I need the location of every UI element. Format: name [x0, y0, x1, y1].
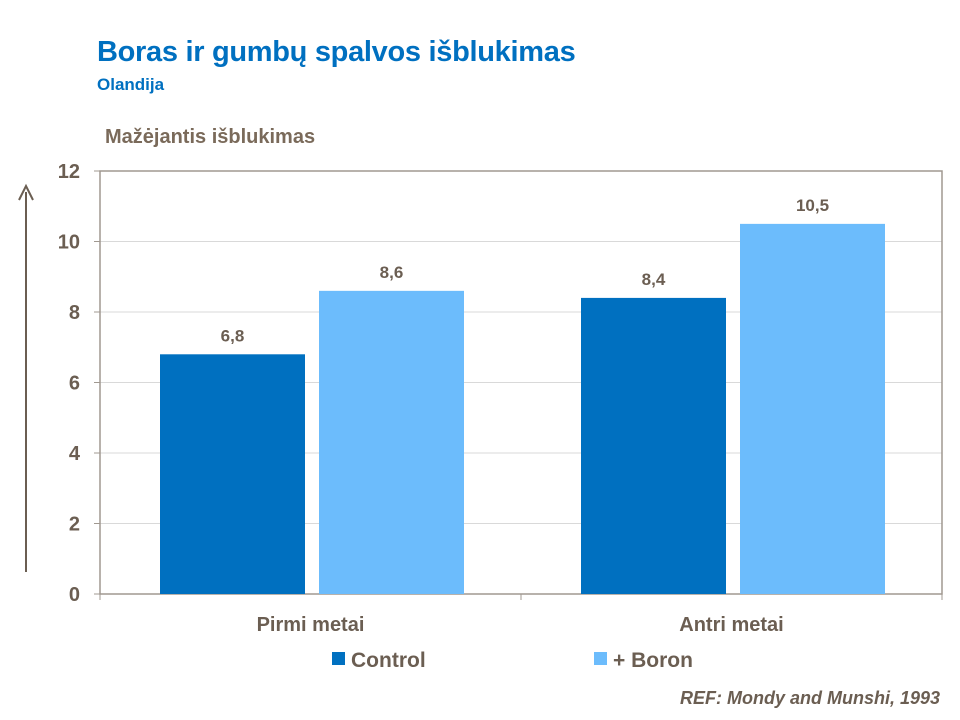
y-tick-label: 6: [69, 373, 80, 395]
legend-label: Control: [351, 649, 426, 672]
data-label: 8,6: [380, 263, 404, 282]
data-label: 6,8: [221, 326, 245, 345]
up-arrow-icon: [18, 183, 34, 201]
legend-swatch: [594, 652, 607, 665]
y-tick-label: 4: [69, 443, 81, 465]
bar: [740, 223, 885, 594]
bar: [581, 297, 726, 594]
x-tick-label: Antri metai: [679, 614, 783, 636]
bar: [319, 290, 464, 594]
bar: [160, 354, 305, 594]
data-label: 10,5: [796, 196, 829, 215]
chart-title: Boras ir gumbų spalvos išblukimas: [97, 36, 576, 68]
x-tick-label: Pirmi metai: [257, 614, 365, 636]
y-tick-label: 10: [58, 232, 80, 254]
y-tick-label: 12: [58, 161, 80, 183]
legend-label: + Boron: [613, 649, 693, 672]
y-tick-label: 0: [69, 584, 80, 606]
chart-subtitle: Olandija: [97, 75, 165, 94]
y-tick-label: 8: [69, 302, 80, 324]
reference-text: REF: Mondy and Munshi, 1993: [679, 688, 940, 708]
data-label: 8,4: [642, 270, 666, 289]
y-axis-label: Mažėjantis išblukimas: [105, 126, 316, 148]
y-tick-label: 2: [69, 514, 80, 536]
legend-swatch: [332, 652, 345, 665]
